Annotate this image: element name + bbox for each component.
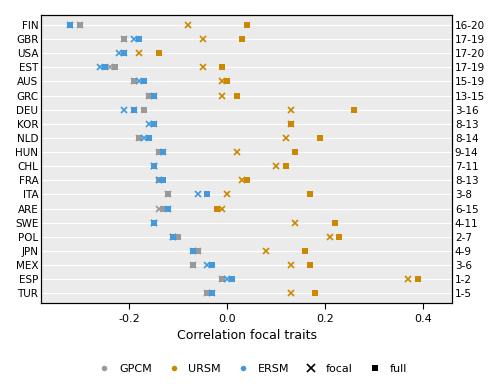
Legend: GPCM, URSM, ERSM, focal, full: GPCM, URSM, ERSM, focal, full	[89, 359, 411, 379]
X-axis label: Correlation focal traits: Correlation focal traits	[176, 329, 316, 342]
